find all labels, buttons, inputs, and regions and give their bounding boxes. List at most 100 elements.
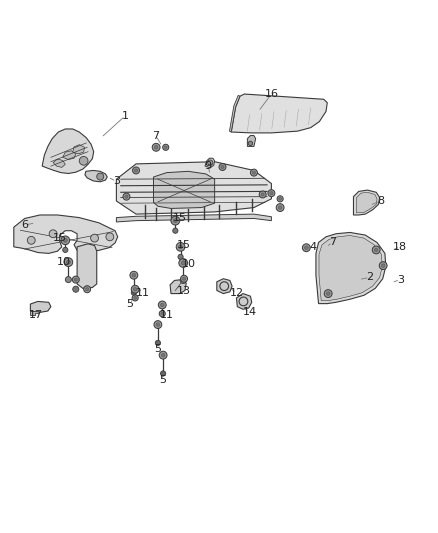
Text: 10: 10: [181, 260, 195, 269]
Circle shape: [130, 271, 138, 279]
Text: 13: 13: [177, 286, 191, 295]
Circle shape: [73, 286, 79, 292]
Circle shape: [84, 286, 91, 293]
Circle shape: [302, 244, 310, 252]
Text: 2: 2: [366, 272, 373, 282]
Circle shape: [155, 340, 160, 345]
Polygon shape: [73, 144, 85, 154]
Text: 14: 14: [243, 308, 257, 317]
Circle shape: [63, 247, 68, 253]
Text: 15: 15: [173, 214, 187, 223]
Circle shape: [61, 236, 70, 245]
Text: 15: 15: [53, 233, 67, 243]
Text: 15: 15: [177, 240, 191, 249]
Circle shape: [67, 260, 71, 264]
Text: 10: 10: [57, 257, 71, 267]
Polygon shape: [230, 95, 240, 132]
Circle shape: [324, 289, 332, 297]
Polygon shape: [237, 294, 252, 309]
Text: 11: 11: [136, 288, 150, 298]
Circle shape: [171, 216, 180, 225]
Circle shape: [161, 353, 165, 357]
Circle shape: [123, 193, 130, 200]
Polygon shape: [53, 159, 65, 167]
Circle shape: [134, 296, 137, 300]
Circle shape: [248, 141, 253, 146]
Circle shape: [173, 219, 177, 223]
Polygon shape: [14, 215, 118, 253]
Circle shape: [279, 197, 282, 200]
Text: 1: 1: [122, 111, 129, 121]
Circle shape: [106, 233, 114, 241]
Circle shape: [219, 164, 226, 171]
Polygon shape: [231, 94, 327, 133]
Circle shape: [268, 190, 275, 197]
Circle shape: [173, 228, 178, 233]
Circle shape: [160, 371, 166, 376]
Circle shape: [156, 323, 159, 326]
Text: 3: 3: [113, 176, 120, 187]
Circle shape: [159, 351, 167, 359]
Polygon shape: [217, 279, 232, 294]
Circle shape: [72, 276, 79, 283]
Text: 18: 18: [393, 242, 407, 252]
Circle shape: [134, 287, 137, 291]
Polygon shape: [85, 171, 107, 182]
Text: 7: 7: [329, 238, 336, 247]
Circle shape: [374, 248, 378, 252]
Polygon shape: [77, 244, 97, 288]
Circle shape: [158, 301, 166, 309]
Circle shape: [131, 290, 137, 295]
Circle shape: [91, 234, 99, 242]
Text: 11: 11: [159, 310, 173, 319]
Text: 6: 6: [21, 220, 28, 230]
Circle shape: [154, 146, 158, 149]
Circle shape: [221, 165, 224, 168]
Text: 16: 16: [265, 89, 279, 99]
Circle shape: [270, 191, 273, 195]
Text: 8: 8: [377, 196, 384, 206]
Polygon shape: [319, 236, 382, 301]
Polygon shape: [42, 129, 94, 174]
Circle shape: [176, 243, 185, 251]
Text: 9: 9: [205, 161, 212, 171]
Text: 17: 17: [28, 310, 42, 319]
Circle shape: [372, 246, 380, 254]
Circle shape: [161, 312, 164, 315]
Text: 7: 7: [152, 131, 159, 141]
Text: 5: 5: [126, 298, 133, 309]
Circle shape: [27, 236, 35, 244]
Polygon shape: [63, 151, 76, 159]
Circle shape: [251, 169, 258, 176]
Circle shape: [183, 277, 186, 280]
Circle shape: [279, 206, 282, 209]
Circle shape: [180, 277, 186, 284]
Circle shape: [125, 195, 128, 198]
Circle shape: [276, 204, 284, 212]
Text: 5: 5: [154, 344, 161, 354]
Text: 5: 5: [159, 375, 166, 385]
Circle shape: [180, 275, 187, 282]
Polygon shape: [117, 214, 272, 222]
Circle shape: [179, 259, 187, 268]
Polygon shape: [117, 161, 272, 214]
Circle shape: [132, 295, 138, 301]
Circle shape: [381, 264, 385, 268]
Text: 3: 3: [397, 274, 404, 285]
Circle shape: [208, 160, 213, 165]
Circle shape: [252, 171, 255, 174]
Polygon shape: [170, 280, 186, 294]
Circle shape: [49, 230, 57, 238]
Polygon shape: [205, 158, 215, 168]
Circle shape: [159, 311, 165, 317]
Circle shape: [79, 157, 88, 165]
Circle shape: [65, 277, 71, 282]
Circle shape: [179, 245, 183, 249]
Circle shape: [181, 261, 185, 265]
Circle shape: [74, 278, 78, 281]
Circle shape: [326, 292, 330, 295]
Circle shape: [64, 238, 67, 243]
Circle shape: [304, 246, 308, 249]
Polygon shape: [30, 311, 38, 314]
Circle shape: [85, 288, 89, 291]
